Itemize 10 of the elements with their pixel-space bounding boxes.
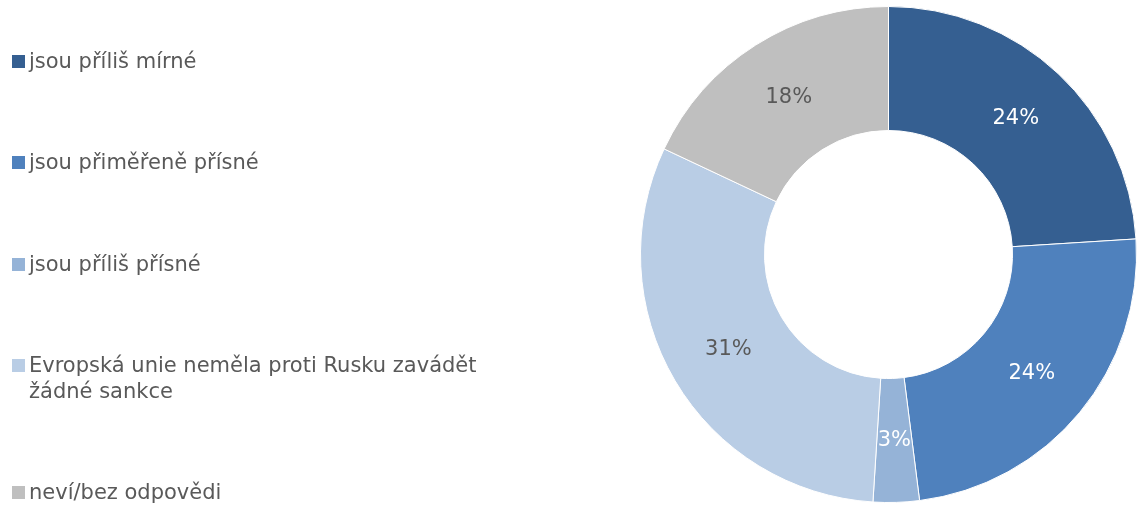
legend-label: jsou příliš mírné [29, 48, 197, 74]
data-label: 24% [1008, 359, 1056, 384]
data-label: 24% [992, 105, 1040, 130]
legend-label: Evropská unie neměla proti Rusku zavádět žádné sankce [29, 351, 478, 404]
data-label: 18% [765, 83, 813, 108]
legend-label: neví/bez odpovědi [29, 479, 222, 505]
legend-label: jsou příliš přísné [29, 250, 201, 277]
legend-label: jsou přiměřeně přísné [29, 149, 259, 176]
data-label: 31% [705, 335, 752, 360]
data-label: 3% [877, 426, 912, 451]
